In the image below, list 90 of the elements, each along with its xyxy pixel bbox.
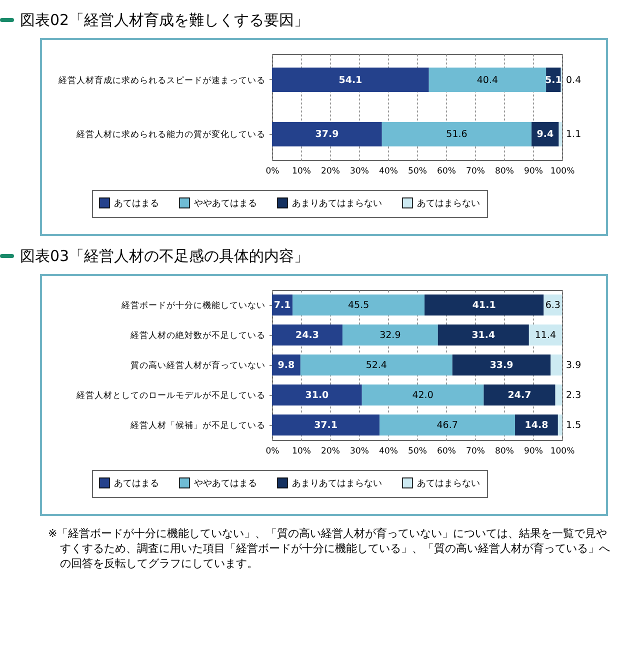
- y-tick-label: 経営ボードが十分に機能していない: [120, 300, 266, 311]
- y-tick-label: 経営人材「候補」が不足している: [130, 420, 266, 431]
- data-label: 54.1: [338, 74, 362, 86]
- bar: [382, 122, 532, 146]
- y-tick-label: 質の高い経営人材が育っていない: [130, 360, 266, 371]
- data-label: 1.5: [566, 420, 582, 431]
- x-tick-label: 50%: [408, 166, 427, 176]
- bar: [424, 294, 544, 316]
- legend-label: あてはまらない: [417, 478, 480, 489]
- data-label: 7.1: [274, 300, 291, 311]
- bar: [550, 354, 562, 376]
- data-label: 24.7: [508, 390, 532, 401]
- legend-label: あまりあてはまらない: [292, 198, 382, 209]
- data-label: 40.4: [476, 74, 498, 86]
- bar: [428, 68, 546, 92]
- legend-label: あまりあてはまらない: [292, 478, 382, 489]
- x-tick-label: 20%: [321, 166, 340, 176]
- chart-title: 図表02「経営人材育成を難しくする要因」: [20, 10, 310, 30]
- y-tick-label: 経営人材育成に求められるスピードが速まっている: [58, 74, 266, 86]
- x-tick-label: 0%: [266, 446, 280, 456]
- x-tick-label: 100%: [550, 166, 575, 176]
- x-tick-label: 70%: [466, 446, 485, 456]
- data-label: 31.4: [472, 330, 496, 341]
- data-label: 6.3: [545, 300, 560, 311]
- bar: [380, 414, 516, 436]
- bar: [272, 68, 429, 92]
- bar: [515, 414, 558, 436]
- bar: [272, 324, 342, 346]
- data-label: 11.4: [534, 330, 556, 341]
- bar: [342, 324, 438, 346]
- x-tick-label: 40%: [379, 446, 398, 456]
- legend-label: ややあてはまる: [194, 198, 257, 209]
- bar: [452, 354, 551, 376]
- bar: [528, 324, 562, 346]
- data-label: 32.9: [380, 330, 401, 341]
- x-tick-label: 20%: [321, 446, 340, 456]
- data-label: 45.5: [348, 300, 370, 311]
- x-tick-label: 60%: [437, 446, 456, 456]
- data-label: 9.4: [536, 129, 554, 140]
- bar: [558, 414, 562, 436]
- bar: [272, 414, 380, 436]
- data-label: 31.0: [305, 390, 330, 401]
- data-label: 9.8: [278, 360, 296, 371]
- legend-label: あてはまる: [114, 198, 159, 209]
- data-label: 51.6: [446, 129, 468, 140]
- data-label: 1.1: [566, 129, 582, 140]
- data-label: 24.3: [296, 330, 319, 341]
- bar: [484, 384, 556, 406]
- y-tick-label: 経営人材に求められる能力の質が変化している: [76, 129, 266, 140]
- bar: [292, 294, 425, 316]
- data-label: 33.9: [490, 360, 514, 371]
- bar: [272, 384, 362, 406]
- x-tick-label: 100%: [550, 446, 575, 456]
- x-tick-label: 90%: [524, 166, 543, 176]
- bar: [300, 354, 452, 376]
- legend-label: あてはまらない: [417, 198, 480, 209]
- x-tick-label: 30%: [350, 166, 369, 176]
- x-tick-label: 30%: [350, 446, 369, 456]
- x-tick-label: 40%: [379, 166, 398, 176]
- x-tick-label: 80%: [495, 446, 514, 456]
- x-tick-label: 90%: [524, 446, 543, 456]
- x-tick-label: 10%: [292, 446, 311, 456]
- data-label: 52.4: [366, 360, 387, 371]
- data-label: 42.0: [412, 390, 434, 401]
- x-tick-label: 60%: [437, 166, 456, 176]
- chart-title: 図表03「経営人材の不足感の具体的内容」: [20, 246, 310, 266]
- x-tick-label: 10%: [292, 166, 311, 176]
- x-tick-label: 0%: [266, 166, 280, 176]
- bar: [532, 122, 559, 146]
- legend-label: あてはまる: [114, 478, 159, 489]
- data-label: 46.7: [436, 420, 458, 431]
- data-label: 3.9: [566, 360, 582, 371]
- bar: [438, 324, 529, 346]
- data-label: 37.1: [314, 420, 338, 431]
- y-tick-label: 経営人材の絶対数が不足している: [130, 330, 266, 341]
- x-tick-label: 50%: [408, 446, 427, 456]
- bar: [362, 384, 484, 406]
- data-label: 14.8: [524, 420, 549, 431]
- text: ※「経営ボードが十分に機能していない」、「質の高い経営人材が育っていない」については、結果を一覧で見やすくするため、調査に用いた項目「経営ボードが十分に機能している」、「質の高い経営人材が育っている」への回答を反転してグラフにしています。: [48, 526, 610, 571]
- y-tick-label: 経営人材としてのロールモデルが不足している: [76, 390, 266, 401]
- bar: [272, 122, 382, 146]
- data-label: 37.9: [315, 129, 339, 140]
- data-label: 41.1: [472, 300, 496, 311]
- x-tick-label: 80%: [495, 166, 514, 176]
- data-label: 0.4: [566, 74, 582, 86]
- x-tick-label: 70%: [466, 166, 485, 176]
- bar: [555, 384, 562, 406]
- data-label: 2.3: [566, 390, 582, 401]
- bar: [558, 122, 562, 146]
- legend-label: ややあてはまる: [194, 478, 257, 489]
